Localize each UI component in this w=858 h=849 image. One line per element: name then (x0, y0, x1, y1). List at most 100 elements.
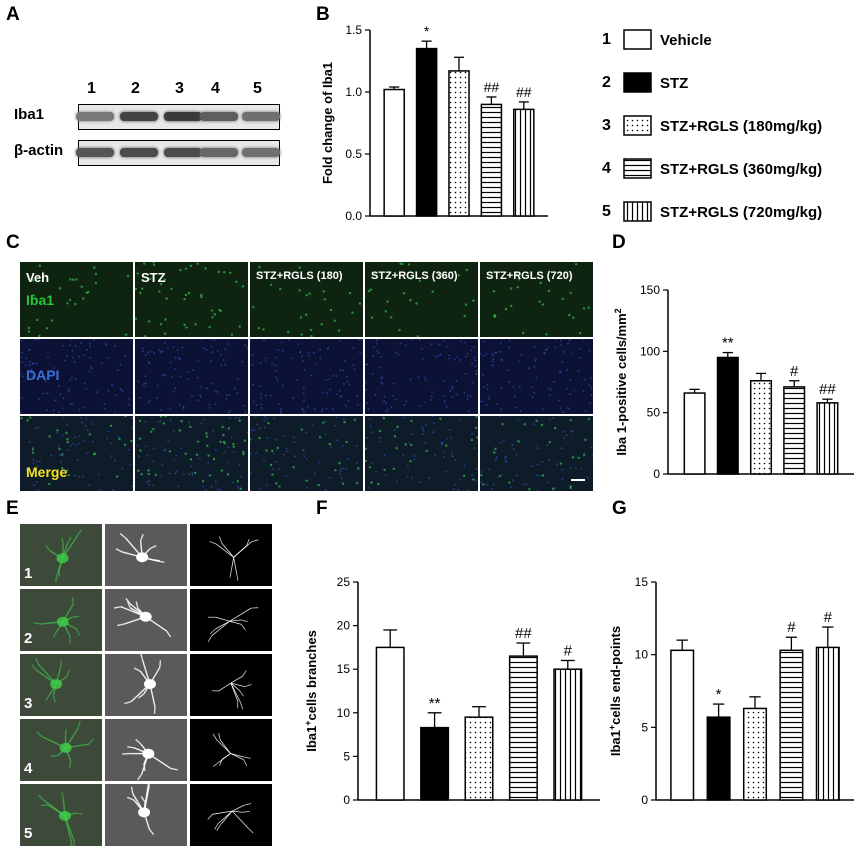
fluorescence-texture (252, 265, 362, 337)
significance-marker: * (424, 23, 430, 39)
fluorescence-texture (367, 262, 475, 337)
fluorescence-image: STZ+RGLS (720) (480, 262, 593, 337)
fluorescence-image (135, 416, 248, 491)
fluorescence-image: DAPI (20, 339, 133, 414)
panel-label-a: A (6, 4, 20, 25)
microglia-drawing (124, 654, 162, 714)
bar-2 (420, 726, 450, 801)
y-axis-title-main: Fold change of Iba1 (320, 62, 335, 184)
microglia-drawing (126, 784, 155, 835)
microglia-grayscale (105, 524, 187, 586)
panel-label-g: G (612, 498, 627, 519)
fluorescence-texture (135, 262, 245, 337)
y-tick-label: 50 (647, 406, 661, 420)
microglia-drawing (36, 721, 95, 769)
fluorescence-image (250, 416, 363, 491)
microglia-skeleton (190, 719, 272, 781)
bar-1 (683, 392, 706, 475)
y-tick-label: 15 (635, 575, 649, 589)
panel-label-f: F (316, 498, 328, 519)
fluorescence-image (365, 416, 478, 491)
y-axis-title: Fold change of Iba1 (320, 62, 335, 184)
y-tick-label: 1.0 (345, 85, 362, 99)
legend-swatch (623, 29, 652, 50)
microglia-drawing (122, 738, 178, 781)
fluorescence-image: Veh Iba1 (20, 262, 133, 337)
fluorescence-texture (251, 339, 363, 414)
y-tick-label: 10 (635, 648, 649, 662)
microglia-grayscale (105, 589, 187, 651)
microglia-drawing (45, 529, 83, 583)
blot-band (120, 112, 158, 121)
significance-marker: * (716, 686, 722, 703)
fluorescence-texture (480, 416, 593, 491)
fluorescence-texture (365, 416, 478, 491)
bar-2 (415, 47, 438, 217)
column-label: Veh (26, 270, 50, 285)
bar-1 (375, 646, 405, 801)
legend-label: STZ (660, 75, 688, 92)
blot-band (120, 148, 158, 157)
y-axis-title-main: Iba 1-positive cells/mm (614, 313, 629, 455)
y-tick-label: 25 (337, 575, 351, 589)
bar-3 (742, 707, 768, 801)
microglia-skeleton (190, 654, 272, 716)
blot-band (76, 148, 114, 157)
significance-marker: # (824, 609, 833, 626)
fluorescence-texture (137, 339, 248, 414)
fluorescence-texture (480, 339, 593, 414)
y-tick-label: 20 (337, 619, 351, 633)
y-axis-title-sup: + (303, 721, 313, 726)
y-axis-title: Iba1+cells end-points (607, 626, 623, 756)
row-number-label: 4 (24, 760, 33, 777)
y-axis-title: Iba 1-positive cells/mm2 (613, 308, 629, 455)
y-tick-label: 1.5 (345, 23, 362, 37)
fluorescence-image (135, 339, 248, 414)
blot-band (200, 112, 238, 121)
significance-marker: ## (516, 84, 532, 100)
row-label: DAPI (26, 367, 60, 383)
significance-marker: ** (722, 335, 734, 352)
bar-5 (553, 668, 583, 801)
blot-row-label: Iba1 (14, 106, 45, 123)
significance-marker: # (564, 642, 573, 659)
bar-5 (815, 646, 840, 801)
microglia-drawing (115, 533, 165, 563)
y-axis-title-sup: + (607, 725, 617, 730)
y-axis-title-main: Iba1 (304, 726, 319, 752)
y-tick-label: 0 (653, 467, 660, 481)
microglia-drawing (212, 733, 251, 767)
blot-row-label: β-actin (14, 142, 64, 159)
fluorescence-image: Merge (20, 416, 133, 491)
fluorescence-image (480, 416, 593, 491)
y-tick-label: 0.5 (345, 147, 362, 161)
column-label: STZ+RGLS (360) (371, 270, 458, 282)
fluorescence-image: STZ (135, 262, 248, 337)
row-number-label: 5 (24, 825, 33, 842)
microglia-fluorescence: 4 (20, 719, 102, 781)
legend-swatch (623, 201, 652, 222)
column-label: STZ (141, 270, 166, 285)
legend-number: 5 (602, 203, 611, 220)
bar-4 (783, 386, 806, 475)
fluorescence-image: STZ+RGLS (180) (250, 262, 363, 337)
blot-band (242, 148, 280, 157)
panel-label-b: B (316, 4, 330, 25)
microglia-morphology-grid: 1 2 3 4 5 (20, 524, 272, 849)
microglia-fluorescence: 1 (20, 524, 102, 586)
scale-bar (571, 479, 585, 481)
blot-band (200, 148, 238, 157)
column-label: STZ+RGLS (180) (256, 270, 343, 282)
bar-3 (448, 70, 470, 217)
fluorescence-texture (488, 262, 590, 336)
microglia-skeleton (190, 524, 272, 586)
fluorescence-image (250, 339, 363, 414)
microglia-drawing (31, 657, 70, 703)
legend-label: STZ+RGLS (720mg/kg) (660, 204, 822, 221)
panel-label-e: E (6, 498, 19, 519)
legend-swatch (623, 72, 652, 93)
fluorescence-texture (27, 264, 130, 337)
legend-label: Vehicle (660, 32, 712, 49)
y-tick-label: 0.0 (345, 209, 362, 223)
western-blot-panel: 1 2 3 4 5 Iba1 β-actin (0, 70, 300, 170)
